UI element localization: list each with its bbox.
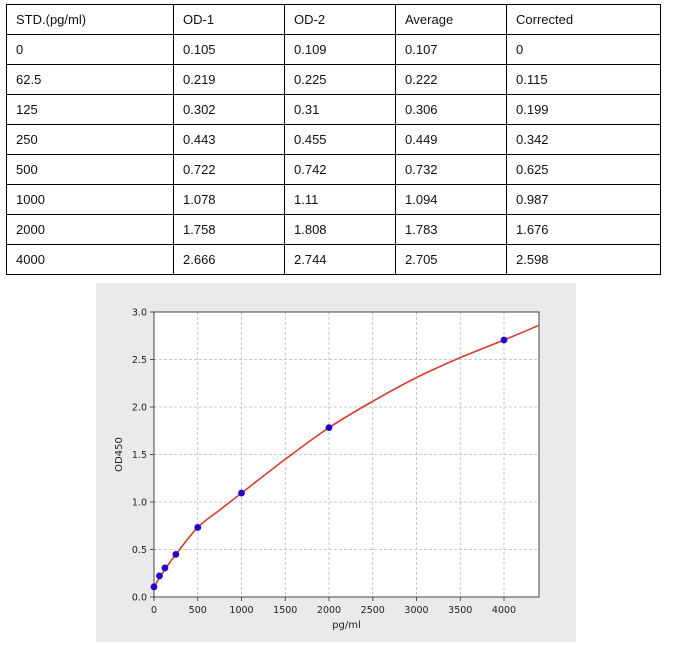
y-tick-label: 1.0: [132, 498, 147, 509]
table-row: 4000 2.666 2.744 2.705 2.598: [6, 244, 661, 275]
header-std: STD.(pg/ml): [6, 4, 174, 35]
x-tick-label: 3000: [404, 605, 428, 616]
table-header-row: STD.(pg/ml) OD-1 OD-2 Average Corrected: [6, 4, 661, 35]
cell-od1: 0.219: [173, 64, 285, 95]
table-row: 125 0.302 0.31 0.306 0.199: [6, 94, 661, 125]
y-tick-label: 1.5: [132, 450, 147, 461]
cell-od1: 2.666: [173, 244, 285, 275]
x-tick-label: 3500: [448, 605, 472, 616]
cell-od2: 0.455: [284, 124, 396, 155]
table-row: 0 0.105 0.109 0.107 0: [6, 34, 661, 65]
cell-corrected: 0.199: [506, 94, 661, 125]
y-tick-label: 0.5: [132, 545, 147, 556]
axes: 0 500 1000 1500 2000 2500 3000 3500 4000 0.0 0.5 1.…: [114, 308, 540, 631]
y-tick-label: 0.0: [132, 593, 147, 604]
table-row: 500 0.722 0.742 0.732 0.625: [6, 154, 661, 185]
data-point: [500, 336, 508, 344]
y-tick-label: 2.5: [132, 355, 147, 366]
x-tick-label: 1000: [229, 605, 253, 616]
cell-std: 250: [6, 124, 174, 155]
table-row: 250 0.443 0.455 0.449 0.342: [6, 124, 661, 155]
cell-average: 0.222: [395, 64, 507, 95]
chart-panel: 0 500 1000 1500 2000 2500 3000 3500 4000 0.0 0.5 1.…: [96, 283, 576, 642]
cell-corrected: 0: [506, 34, 661, 65]
table-row: 2000 1.758 1.808 1.783 1.676: [6, 214, 661, 245]
cell-average: 0.449: [395, 124, 507, 155]
cell-od2: 0.31: [284, 94, 396, 125]
x-tick-label: 4000: [492, 605, 516, 616]
cell-average: 0.107: [395, 34, 507, 65]
cell-std: 2000: [6, 214, 174, 245]
data-point: [161, 564, 169, 572]
header-average: Average: [395, 4, 507, 35]
table-row: 62.5 0.219 0.225 0.222 0.115: [6, 64, 661, 95]
cell-std: 500: [6, 154, 174, 185]
x-axis-label: pg/ml: [332, 620, 361, 631]
data-point: [194, 524, 202, 531]
cell-std: 125: [6, 94, 174, 125]
cell-std: 4000: [6, 244, 174, 275]
x-tick-label: 500: [189, 605, 207, 616]
cell-od1: 1.758: [173, 214, 285, 245]
cell-od1: 0.722: [173, 154, 285, 185]
plot-frame: [153, 311, 540, 598]
grid: [154, 312, 539, 597]
x-tick-label: 2500: [361, 605, 385, 616]
cell-od2: 0.225: [284, 64, 396, 95]
x-tick-label: 1500: [273, 605, 297, 616]
cell-od1: 1.078: [173, 184, 285, 215]
cell-od2: 1.808: [284, 214, 396, 245]
cell-od2: 2.744: [284, 244, 396, 275]
data-point: [325, 424, 333, 432]
cell-od1: 0.105: [173, 34, 285, 65]
cell-corrected: 0.115: [506, 64, 661, 95]
y-axis-label: OD450: [114, 437, 125, 472]
standard-curve-table: STD.(pg/ml) OD-1 OD-2 Average Corrected …: [6, 4, 661, 275]
cell-corrected: 0.987: [506, 184, 661, 215]
cell-average: 1.094: [395, 184, 507, 215]
cell-od1: 0.443: [173, 124, 285, 155]
table-row: 1000 1.078 1.11 1.094 0.987: [6, 184, 661, 215]
cell-std: 0: [6, 34, 174, 65]
y-tick-label: 2.0: [132, 403, 147, 414]
data-point: [238, 489, 245, 497]
cell-corrected: 2.598: [506, 244, 661, 275]
cell-average: 0.306: [395, 94, 507, 125]
data-point: [172, 550, 180, 558]
x-tick-label: 2000: [317, 605, 341, 616]
standard-curve-chart: 0 500 1000 1500 2000 2500 3000 3500 4000 0.0 0.5 1.…: [114, 308, 540, 631]
cell-od2: 0.109: [284, 34, 396, 65]
cell-average: 0.732: [395, 154, 507, 185]
data-point: [156, 572, 163, 580]
cell-od1: 0.302: [173, 94, 285, 125]
cell-od2: 0.742: [284, 154, 396, 185]
y-tick-label: 3.0: [132, 308, 147, 319]
x-tick-label: 0: [151, 605, 157, 616]
cell-average: 1.783: [395, 214, 507, 245]
cell-std: 1000: [6, 184, 174, 215]
cell-std: 62.5: [6, 64, 174, 95]
cell-corrected: 0.625: [506, 154, 661, 185]
cell-od2: 1.11: [284, 184, 396, 215]
header-corrected: Corrected: [506, 4, 661, 35]
cell-corrected: 1.676: [506, 214, 661, 245]
cell-average: 2.705: [395, 244, 507, 275]
data-points: [150, 336, 508, 591]
header-od1: OD-1: [173, 4, 285, 35]
header-od2: OD-2: [284, 4, 396, 35]
cell-corrected: 0.342: [506, 124, 661, 155]
data-point: [150, 583, 158, 591]
